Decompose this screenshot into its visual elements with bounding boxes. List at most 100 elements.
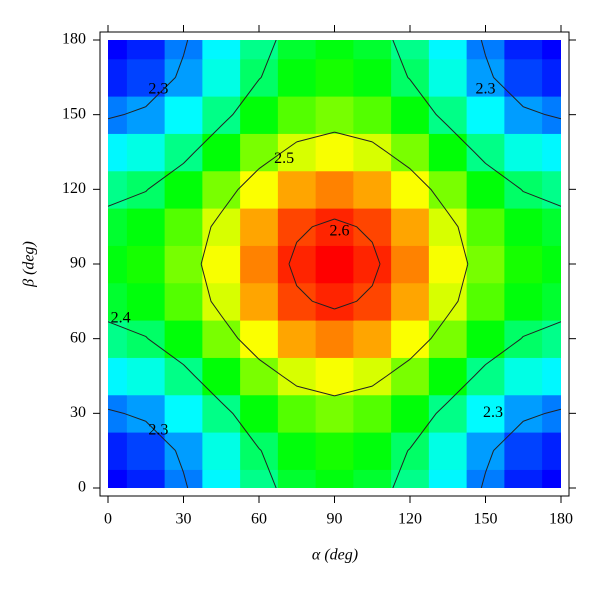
cell: [108, 394, 128, 433]
cell: [504, 133, 543, 172]
x-tick-label: 150: [474, 511, 498, 528]
cell: [542, 394, 561, 433]
cell: [164, 320, 203, 358]
cell: [277, 320, 317, 358]
cell: [353, 133, 392, 172]
cell: [428, 170, 468, 209]
cell: [466, 170, 505, 209]
cell: [164, 282, 203, 321]
cell: [240, 282, 279, 321]
cell: [391, 133, 430, 172]
cell: [353, 432, 392, 470]
cell: [202, 133, 241, 172]
cell: [542, 282, 561, 321]
cell: [126, 432, 166, 470]
cell: [428, 320, 468, 358]
cell: [277, 170, 317, 209]
cell: [504, 96, 543, 134]
cell: [240, 394, 279, 433]
cell: [108, 432, 128, 470]
cell: [391, 170, 430, 209]
cell: [504, 40, 543, 60]
cell: [277, 40, 317, 60]
cell: [126, 208, 166, 246]
cell: [277, 208, 317, 246]
cell: [240, 320, 279, 358]
cell: [391, 357, 430, 396]
cell: [353, 394, 392, 433]
cell: [202, 357, 241, 396]
cell: [542, 58, 561, 97]
cell: [466, 394, 505, 433]
cell: [240, 40, 279, 60]
cell: [391, 394, 430, 433]
cell: [315, 170, 354, 209]
cell: [504, 394, 543, 433]
cell: [504, 320, 543, 358]
cell: [202, 58, 241, 97]
cell: [542, 320, 561, 358]
cell: [240, 170, 279, 209]
cell: [391, 245, 430, 284]
cell: [315, 58, 354, 97]
y-tick-label: 90: [70, 255, 86, 272]
y-tick-label: 60: [70, 329, 86, 346]
cell: [391, 469, 430, 488]
contour-label: 2.6: [330, 222, 350, 239]
cell: [202, 245, 241, 284]
cell: [126, 394, 166, 433]
cell: [108, 320, 128, 358]
cell: [428, 245, 468, 284]
cell: [504, 58, 543, 97]
cell: [164, 432, 203, 470]
cell: [108, 357, 128, 396]
cell: [202, 40, 241, 60]
cell: [466, 432, 505, 470]
cell: [164, 96, 203, 134]
cell: [428, 96, 468, 134]
cell: [277, 96, 317, 134]
cell: [126, 133, 166, 172]
cell: [108, 58, 128, 97]
cell: [353, 170, 392, 209]
cell: [202, 320, 241, 358]
cell: [504, 469, 543, 488]
cell: [428, 40, 468, 60]
cell: [126, 282, 166, 321]
cell: [202, 394, 241, 433]
cell: [164, 133, 203, 172]
cell: [504, 170, 543, 209]
cell: [240, 432, 279, 470]
cell: [504, 432, 543, 470]
contour-label: 2.3: [148, 421, 168, 438]
cell: [315, 282, 354, 321]
cell: [542, 170, 561, 209]
cell: [542, 469, 561, 488]
cell: [391, 320, 430, 358]
cell: [428, 58, 468, 97]
y-tick-label: 150: [62, 105, 86, 122]
x-tick-label: 0: [104, 511, 112, 528]
cell: [315, 208, 354, 246]
cell: [315, 133, 354, 172]
cell: [240, 208, 279, 246]
cell: [164, 469, 203, 488]
y-tick-label: 180: [62, 31, 86, 48]
cell: [353, 96, 392, 134]
x-tick-label: 120: [398, 511, 422, 528]
cell: [315, 357, 354, 396]
cell: [126, 320, 166, 358]
cell: [108, 170, 128, 209]
cell: [466, 320, 505, 358]
cell: [504, 282, 543, 321]
cell: [466, 40, 505, 60]
cell: [542, 133, 561, 172]
cell: [277, 282, 317, 321]
cell: [391, 40, 430, 60]
y-tick-label: 120: [62, 180, 86, 197]
cell: [126, 58, 166, 97]
cell: [240, 96, 279, 134]
cell: [240, 133, 279, 172]
y-tick-label: 30: [70, 404, 86, 421]
cell: [126, 96, 166, 134]
